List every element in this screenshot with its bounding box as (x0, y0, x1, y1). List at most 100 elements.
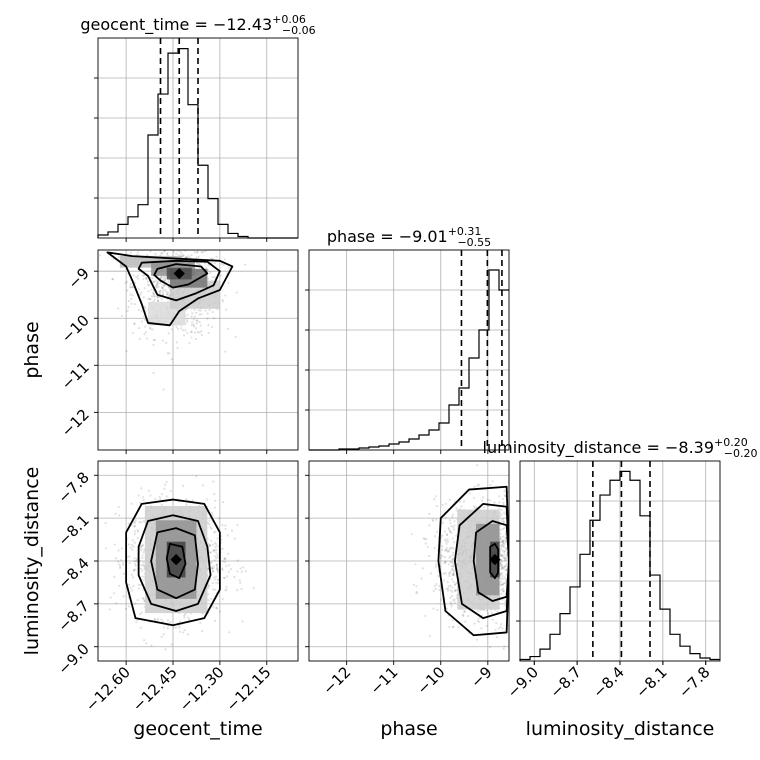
scatter-point (510, 581, 512, 583)
scatter-point (149, 494, 152, 497)
scatter-point (501, 543, 505, 546)
scatter-point (526, 569, 528, 571)
scatter-point (236, 559, 239, 562)
scatter-point (500, 571, 503, 575)
scatter-point (444, 516, 447, 519)
scatter-point (510, 570, 512, 572)
scatter-point (215, 565, 219, 568)
scatter-point (513, 551, 515, 553)
x-axis-label: luminosity_distance (526, 718, 715, 740)
scatter-point (166, 253, 169, 256)
y-axis-label: phase (21, 321, 43, 378)
scatter-point (505, 578, 508, 581)
scatter-point (424, 614, 427, 618)
scatter-point (144, 331, 148, 334)
scatter-point (149, 327, 152, 330)
scatter-point (210, 244, 212, 246)
scatter-point (512, 596, 514, 598)
scatter-point (167, 247, 169, 249)
scatter-point (501, 527, 505, 531)
scatter-point (501, 577, 504, 580)
scatter-point (109, 596, 112, 599)
scatter-point (486, 498, 489, 502)
scatter-point (412, 583, 415, 586)
scatter-point (252, 587, 255, 590)
scatter-point (239, 567, 242, 570)
scatter-point (130, 589, 134, 592)
scatter-point (500, 560, 503, 564)
scatter-point (553, 575, 555, 577)
scatter-point (517, 567, 519, 569)
scatter-point (532, 535, 534, 537)
scatter-point (514, 535, 516, 537)
scatter-point (134, 602, 137, 605)
scatter-point (206, 244, 208, 246)
scatter-point (183, 629, 186, 632)
scatter-point (210, 539, 213, 542)
scatter-point (168, 352, 171, 355)
scatter-point (459, 500, 462, 503)
scatter-point (423, 537, 426, 541)
scatter-point (184, 329, 187, 332)
scatter-point (500, 553, 503, 557)
scatter-point (518, 550, 520, 552)
scatter-point (163, 245, 165, 247)
scatter-point (504, 564, 507, 568)
scatter-point (443, 538, 447, 541)
scatter-point (502, 535, 505, 538)
scatter-point (504, 581, 507, 585)
scatter-point (141, 554, 144, 557)
scatter-point (143, 305, 146, 308)
scatter-point (189, 234, 191, 236)
scatter-point (502, 503, 505, 506)
scatter-point (220, 262, 223, 266)
scatter-point (546, 599, 548, 601)
scatter-point (161, 252, 164, 255)
scatter-point (115, 602, 118, 605)
scatter-point (189, 244, 191, 246)
scatter-point (200, 333, 203, 337)
scatter-point (435, 563, 438, 566)
scatter-point (221, 300, 224, 303)
scatter-point (514, 522, 516, 524)
scatter-point (156, 283, 159, 287)
scatter-point (133, 557, 136, 560)
scatter-point (515, 554, 517, 556)
scatter-point (152, 295, 155, 298)
scatter-point (511, 508, 513, 510)
scatter-point (473, 622, 476, 625)
scatter-point (224, 294, 227, 297)
scatter-point (163, 250, 166, 253)
scatter-point (515, 495, 517, 497)
scatter-point (516, 555, 518, 557)
scatter-point (451, 586, 454, 589)
scatter-point (510, 547, 512, 549)
scatter-point (515, 577, 517, 579)
scatter-point (149, 245, 151, 247)
scatter-point (170, 230, 172, 232)
scatter-point (162, 633, 165, 636)
scatter-point (179, 327, 183, 330)
scatter-point (450, 561, 454, 564)
scatter-point (481, 496, 485, 499)
scatter-point (223, 557, 226, 560)
scatter-point (522, 567, 524, 569)
scatter-point (421, 567, 424, 570)
scatter-point (120, 547, 123, 550)
scatter-point (511, 536, 513, 538)
x-axis-label: geocent_time (133, 718, 262, 740)
scatter-point (143, 548, 146, 551)
scatter-point (161, 291, 165, 294)
scatter-point (455, 588, 458, 592)
scatter-point (130, 548, 134, 551)
scatter-point (524, 567, 526, 569)
scatter-point (441, 534, 444, 537)
scatter-point (434, 584, 437, 588)
scatter-point (499, 528, 502, 531)
scatter-point (432, 589, 435, 593)
scatter-point (453, 601, 456, 604)
scatter-point (432, 519, 435, 522)
scatter-point (213, 275, 216, 279)
scatter-point (553, 565, 555, 567)
